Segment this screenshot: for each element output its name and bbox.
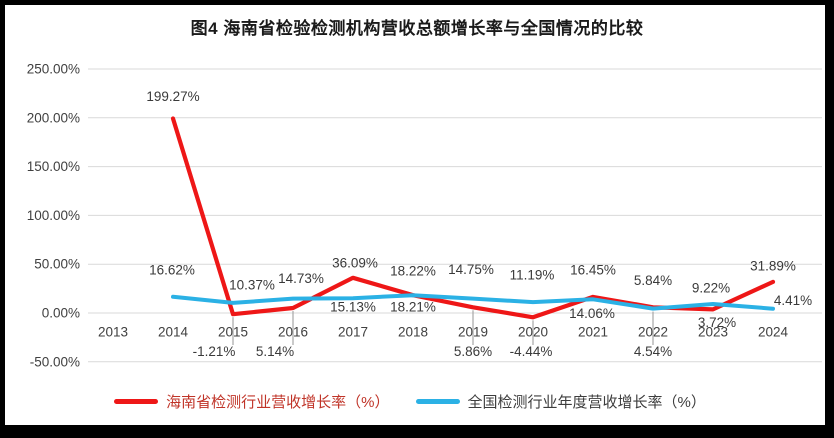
data-label: 4.54% [634, 344, 672, 359]
data-label: 5.14% [256, 344, 294, 359]
data-label: 199.27% [146, 89, 199, 104]
y-tick-label: -50.00% [30, 354, 80, 369]
data-label: 18.22% [390, 264, 436, 279]
y-tick-label: 100.00% [27, 208, 80, 223]
y-gridlines [88, 68, 822, 363]
y-tick-label: 200.00% [27, 110, 80, 125]
x-tick-label: 2017 [338, 325, 368, 340]
data-label: -4.44% [510, 344, 553, 359]
x-axis-labels: 2013 2014 2015 2016 2017 2018 2019 2020 2021 2022… [98, 325, 789, 340]
national-series-line [171, 293, 775, 311]
legend-item-national: 全国检测行业年度营收增长率（%） [415, 391, 706, 412]
data-label: 15.13% [330, 300, 376, 315]
data-label: 3.72% [698, 315, 736, 330]
border-bottom [0, 425, 834, 438]
x-tick-label: 2024 [758, 325, 789, 340]
data-label: 31.89% [750, 258, 796, 273]
data-label: 5.84% [634, 273, 672, 288]
hainan-line-swatch [114, 398, 159, 404]
chart-legend: 海南省检测行业营收增长率（%） 全国检测行业年度营收增长率（%） [0, 388, 820, 414]
data-label: 18.21% [390, 300, 436, 315]
y-tick-label: 150.00% [27, 159, 80, 174]
data-label: 16.62% [149, 262, 195, 277]
legend-item-hainan: 海南省检测行业营收增长率（%） [114, 391, 390, 412]
data-label: 10.37% [229, 277, 275, 292]
y-tick-label: 0.00% [42, 306, 80, 321]
data-label: 36.09% [332, 255, 378, 270]
data-label: 9.22% [692, 281, 730, 296]
data-label: 11.19% [510, 268, 555, 283]
data-label: -1.21% [193, 344, 236, 359]
data-label: 16.45% [570, 262, 616, 277]
y-tick-label: 250.00% [27, 62, 80, 77]
y-axis-labels: 250.00% 200.00% 150.00% 100.00% 50.00% 0.00% -… [27, 62, 80, 370]
legend-label-national: 全国检测行业年度营收增长率（%） [467, 393, 706, 411]
legend-label-hainan: 海南省检测行业营收增长率（%） [166, 393, 390, 411]
x-tick-label: 2018 [398, 325, 428, 340]
data-label: 4.41% [774, 293, 812, 308]
data-label: 14.75% [448, 262, 494, 277]
national-line-swatch [415, 398, 460, 404]
hainan-data-labels: 199.27% -1.21% 5.14% 36.09% 18.22% 5.86% -4.44… [146, 89, 796, 359]
border-top [0, 0, 834, 5]
x-tick-label: 2023 [698, 325, 728, 340]
data-label: 14.73% [278, 271, 324, 286]
chart-title: 图4 海南省检验检测机构营收总额增长率与全国情况的比较 [190, 19, 644, 38]
border-left [0, 0, 5, 438]
x-tick-label: 2013 [98, 325, 128, 340]
x-tick-label: 2014 [158, 325, 189, 340]
national-data-labels: 16.62% 10.37% 14.73% 15.13% 18.21% 14.75% 11.1… [149, 262, 812, 359]
x-tick-label: 2021 [578, 325, 608, 340]
border-right [825, 0, 834, 438]
data-label: 5.86% [454, 344, 492, 359]
y-tick-label: 50.00% [34, 257, 80, 272]
data-label: 14.06% [569, 306, 615, 321]
